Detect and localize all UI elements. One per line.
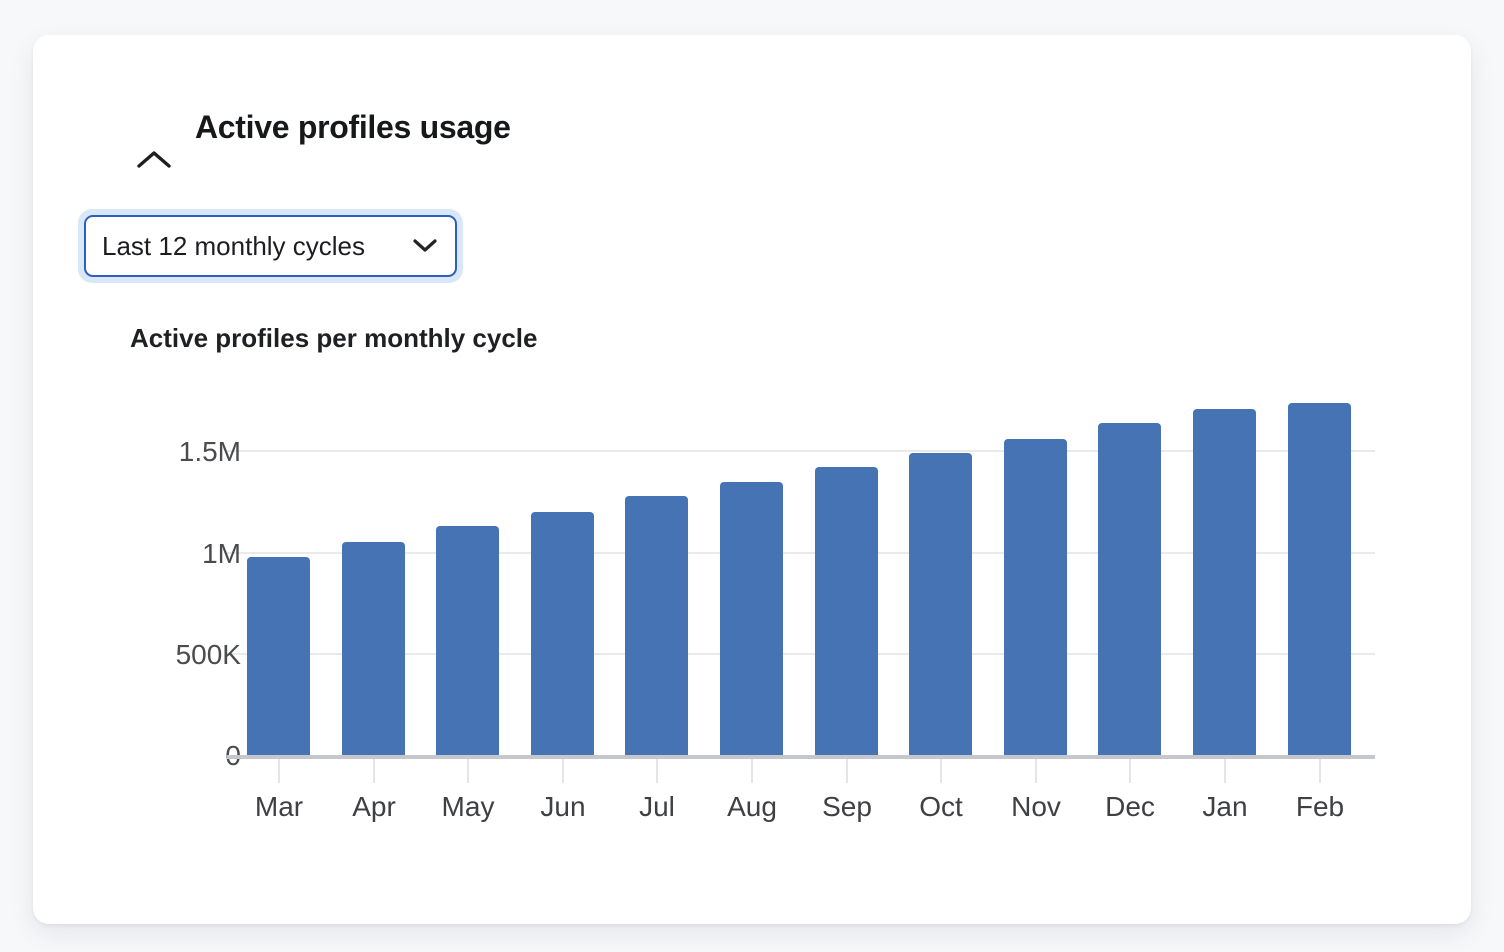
x-axis-tick-sep — [846, 759, 848, 783]
bar-jan[interactable] — [1193, 409, 1256, 755]
x-axis-tick-feb — [1319, 759, 1321, 783]
x-axis-tick-apr — [373, 759, 375, 783]
chevron-up-icon — [135, 148, 173, 175]
page-title: Active profiles usage — [195, 109, 511, 145]
x-axis-tick-aug — [751, 759, 753, 783]
x-axis-label-sep: Sep — [822, 791, 872, 822]
bar-feb[interactable] — [1288, 403, 1351, 755]
gridline-1.5M — [227, 450, 1375, 452]
x-axis-label-mar: Mar — [254, 791, 304, 822]
cycle-filter-dropdown[interactable]: Last 12 monthly cycles — [84, 215, 457, 277]
x-axis-tick-oct — [940, 759, 942, 783]
x-axis-label-oct: Oct — [919, 791, 963, 822]
x-axis-label-may: May — [441, 791, 495, 822]
x-axis-tick-nov — [1035, 759, 1037, 783]
x-axis-label-dec: Dec — [1105, 791, 1155, 822]
bar-mar[interactable] — [247, 557, 310, 755]
x-axis-tick-mar — [278, 759, 280, 783]
chart-title: Active profiles per monthly cycle — [130, 323, 538, 353]
x-axis-tick-dec — [1129, 759, 1131, 783]
x-axis-label-feb: Feb — [1295, 791, 1345, 822]
x-axis-tick-may — [467, 759, 469, 783]
bar-may[interactable] — [436, 526, 499, 755]
bar-jul[interactable] — [625, 496, 688, 755]
x-axis-line — [227, 755, 1375, 759]
x-axis-tick-jul — [656, 759, 658, 783]
y-axis-label-1.5M: 1.5M — [178, 436, 241, 467]
cycle-filter-focus-ring: Last 12 monthly cycles — [78, 209, 463, 283]
x-axis-tick-jan — [1224, 759, 1226, 783]
x-axis-tick-jun — [562, 759, 564, 783]
x-axis-label-jun: Jun — [540, 791, 586, 822]
gridline-1M — [227, 552, 1375, 554]
bar-oct[interactable] — [909, 453, 972, 755]
chevron-down-icon — [411, 237, 439, 255]
y-axis-label-1M: 1M — [202, 538, 241, 569]
y-axis-label-0: 0 — [73, 739, 241, 773]
x-axis-label-jan: Jan — [1202, 791, 1248, 822]
bar-jun[interactable] — [531, 512, 594, 755]
x-axis-label-jul: Jul — [639, 791, 675, 822]
x-axis-label-apr: Apr — [352, 791, 396, 822]
cycle-filter-value: Last 12 monthly cycles — [102, 230, 366, 261]
active-profiles-usage-card: Active profiles usage Last 12 monthly cy… — [33, 35, 1471, 924]
x-axis-label-nov: Nov — [1011, 791, 1061, 822]
bar-apr[interactable] — [342, 542, 405, 755]
bar-dec[interactable] — [1098, 423, 1161, 755]
bar-chart: 1.5M 1M 500K 0 Mar Apr May Jun Jul Aug Sep Oct Nov De… — [33, 390, 1471, 890]
y-axis-label-500K: 500K — [175, 639, 241, 670]
bar-aug[interactable] — [720, 482, 783, 755]
gridline-500K — [227, 653, 1375, 655]
bar-sep[interactable] — [815, 467, 878, 755]
bar-nov[interactable] — [1004, 439, 1067, 755]
x-axis-label-aug: Aug — [727, 791, 777, 822]
collapse-section-button[interactable] — [131, 139, 177, 183]
